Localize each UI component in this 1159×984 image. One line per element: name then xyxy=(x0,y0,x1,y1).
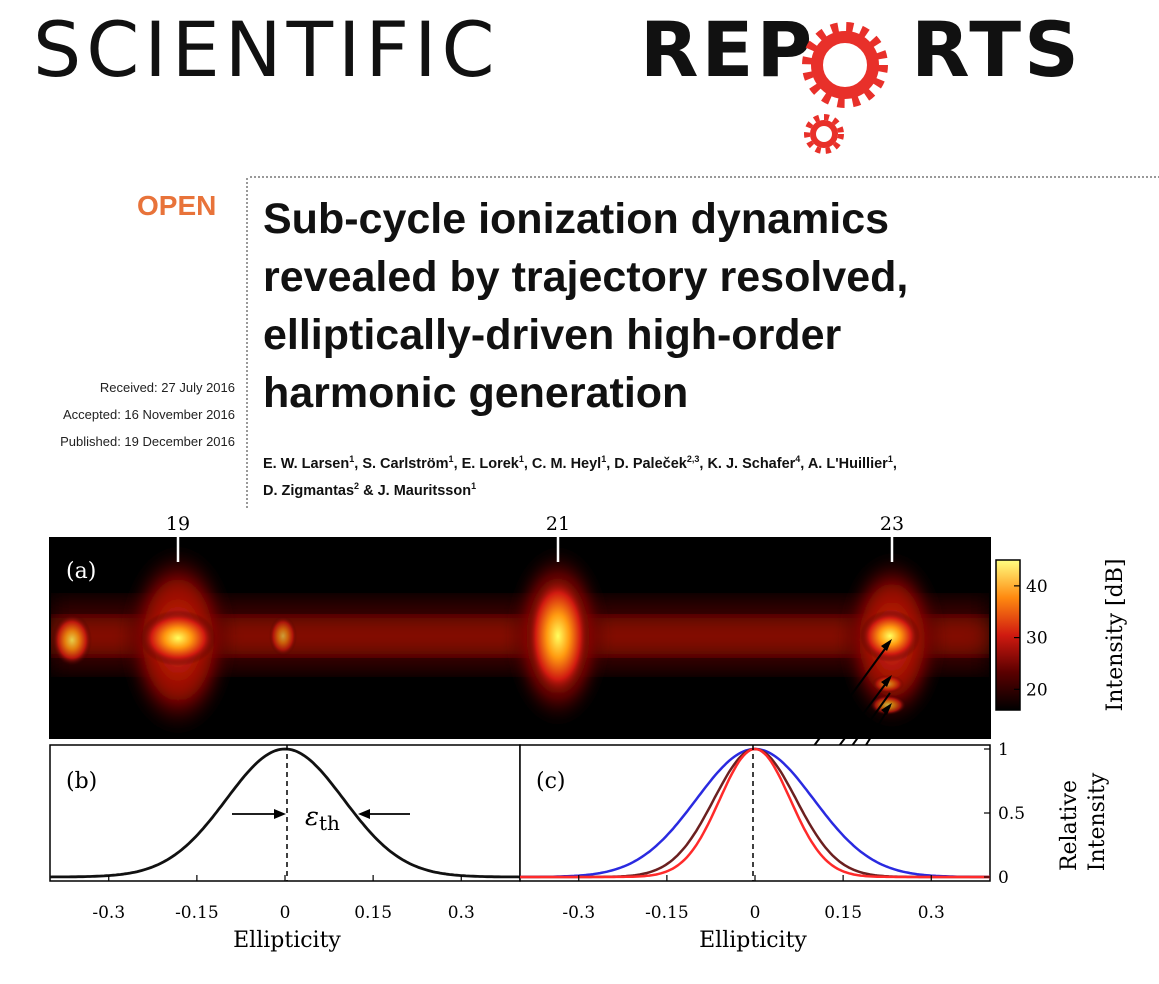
journal-name-light: SCIENTIFIC xyxy=(33,5,500,94)
column-divider xyxy=(246,178,248,508)
x-tick-label: 0.3 xyxy=(448,903,475,923)
author-name[interactable]: K. J. Schafer xyxy=(707,455,796,472)
x-tick-label: -0.15 xyxy=(175,903,219,923)
header-divider xyxy=(250,176,1159,178)
author-list: E. W. Larsen1, S. Carlström1, E. Lorek1,… xyxy=(263,448,1143,502)
x-tick-label: -0.15 xyxy=(645,903,689,923)
author-name[interactable]: J. Mauritsson xyxy=(377,482,472,499)
x-axis-label-b: Ellipticity xyxy=(233,928,341,953)
colorbar-tick-label: 30 xyxy=(1026,629,1048,649)
y-axis-label-c: Relative Intensity xyxy=(1057,772,1110,871)
colorbar: 20 30 40 Intensity [dB] xyxy=(995,559,1128,712)
open-access-badge: OPEN xyxy=(137,190,217,221)
journal-name-bold-part: REP xyxy=(640,5,816,94)
author-affiliation: 4 xyxy=(795,454,801,464)
y-tick-label: 0.5 xyxy=(998,804,1025,824)
journal-name-bold: REP RTS xyxy=(640,12,1082,88)
author-line: D. Zigmantas2 & J. Mauritsson1 xyxy=(263,480,477,499)
threshold-subscript: th xyxy=(319,811,340,835)
author-affiliation: 1 xyxy=(471,480,477,491)
figure: 19 21 23 (a) 20 30 40 Intensity [dB] (b) ε… xyxy=(49,513,1128,953)
x-tick-label: 0 xyxy=(280,903,291,923)
harmonic-label: 21 xyxy=(546,513,570,535)
y-tick-label: 0 xyxy=(998,868,1009,888)
x-tick-label: 0.3 xyxy=(918,903,945,923)
harmonic-label: 19 xyxy=(166,513,190,535)
panel-b: (b) εth -0.3 -0.15 0 0.15 0.3 Ellipticity xyxy=(49,744,521,953)
author-name[interactable]: E. W. Larsen xyxy=(263,455,350,472)
colorbar-tick-label: 40 xyxy=(1026,577,1048,597)
x-tick-label: -0.3 xyxy=(562,903,595,923)
author-name[interactable]: S. Carlström xyxy=(362,455,449,472)
x-tick-label: -0.3 xyxy=(92,903,125,923)
title-line: elliptically-driven high-order xyxy=(263,311,842,359)
colorbar-tick-label: 20 xyxy=(1026,680,1048,700)
y-axis-label-line: Intensity xyxy=(1085,772,1110,871)
author-affiliation: 1 xyxy=(349,454,355,464)
author-affiliation: 1 xyxy=(601,454,607,464)
author-affiliation: 2,3 xyxy=(686,454,700,464)
threshold-annotation: εth xyxy=(305,802,340,835)
threshold-symbol: ε xyxy=(305,802,319,832)
title-line: harmonic generation xyxy=(263,369,689,417)
x-tick-label: 0.15 xyxy=(354,903,392,923)
x-tick-label: 0.15 xyxy=(824,903,862,923)
heatmap-panel: 19 21 23 (a) xyxy=(49,513,991,829)
article-title: Sub-cycle ionization dynamics revealed b… xyxy=(263,190,1143,422)
received-date: Received: 27 July 2016 xyxy=(99,380,235,395)
author-name[interactable]: C. M. Heyl xyxy=(531,455,602,472)
series-line xyxy=(49,747,521,879)
panel-label-b: (b) xyxy=(66,769,97,794)
harmonic-label: 23 xyxy=(880,513,904,535)
y-tick-label: 1 xyxy=(998,740,1009,760)
series-line xyxy=(520,747,990,879)
journal-gear-logo xyxy=(802,22,888,154)
author-name[interactable]: D. Zigmantas xyxy=(263,482,355,499)
journal-name-bold-tail: RTS xyxy=(911,5,1082,94)
panel-c: (c) -0.3 -0.15 0 0.15 0.3 00.51 Ellipticity … xyxy=(519,740,1110,953)
x-axis-label-c: Ellipticity xyxy=(699,928,807,953)
author-line: E. W. Larsen1, S. Carlström1, E. Lorek1,… xyxy=(263,454,897,472)
author-name[interactable]: E. Lorek xyxy=(461,455,519,472)
y-axis-label-line: Relative xyxy=(1057,780,1082,871)
author-name[interactable]: A. L'Huillier xyxy=(807,455,888,472)
colorbar-label: Intensity [dB] xyxy=(1103,559,1128,712)
author-affiliation: 1 xyxy=(448,454,454,464)
author-affiliation: 2 xyxy=(354,480,360,491)
panel-label-a: (a) xyxy=(66,559,96,584)
title-line: revealed by trajectory resolved, xyxy=(263,253,909,301)
author-name[interactable]: D. Paleček xyxy=(614,455,687,472)
panel-label-c: (c) xyxy=(536,769,566,794)
title-line: Sub-cycle ionization dynamics xyxy=(263,195,890,243)
accepted-date: Accepted: 16 November 2016 xyxy=(63,407,235,422)
author-affiliation: 1 xyxy=(518,454,524,464)
published-date: Published: 19 December 2016 xyxy=(60,434,235,449)
author-affiliation: 1 xyxy=(887,454,893,464)
x-tick-label: 0 xyxy=(750,903,761,923)
